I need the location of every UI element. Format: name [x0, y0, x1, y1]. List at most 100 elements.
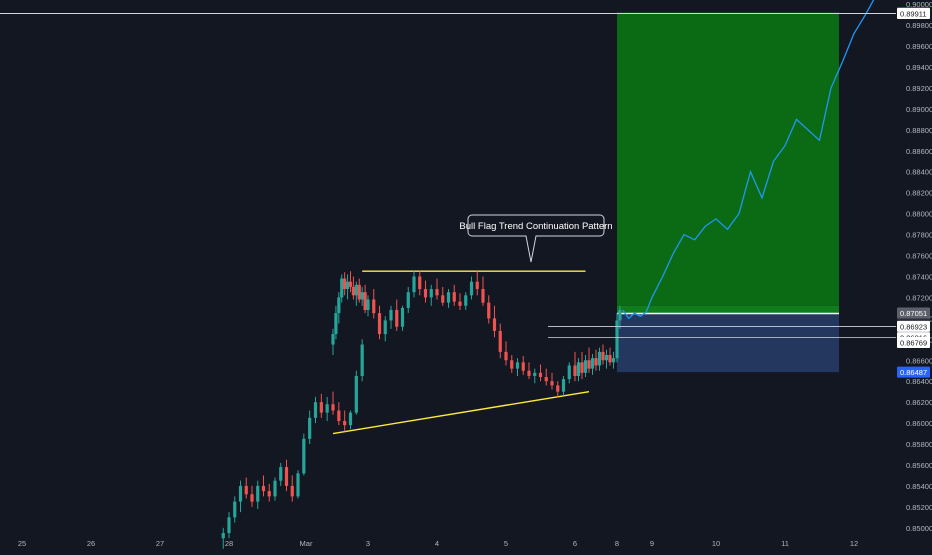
candle [544, 368, 548, 386]
candle [290, 475, 294, 502]
candle-body [446, 292, 451, 303]
flag-bottom-line[interactable] [332, 390, 590, 435]
time-tick-label: 27 [156, 539, 164, 548]
candle-body [233, 501, 237, 518]
candle [331, 391, 335, 415]
candle [366, 295, 370, 317]
candle [357, 278, 361, 303]
candle [429, 284, 433, 306]
candle [418, 271, 422, 296]
candle-body [357, 284, 361, 300]
candle-body [313, 402, 318, 418]
candle [567, 362, 571, 384]
price-tick-label: 0.86200 [906, 398, 932, 407]
price-tick-label: 0.88800 [906, 126, 932, 135]
candle [348, 271, 353, 293]
price-tick-label: 0.87600 [906, 252, 932, 261]
price-tick-label: 0.87800 [906, 231, 932, 240]
candle [279, 462, 283, 486]
current-price-badge: 0.87051 [897, 307, 930, 319]
candle-body [308, 417, 312, 439]
price-tick-label: 0.89000 [906, 105, 932, 114]
candle-body [345, 281, 350, 290]
candle-body [615, 320, 619, 359]
current-price-badge-bg [897, 307, 930, 319]
price-tick-label: 0.85400 [906, 482, 932, 491]
candle-body [302, 438, 306, 474]
candle [452, 284, 456, 306]
candle-body [418, 276, 422, 290]
candle-body [319, 402, 323, 413]
resistance-price-badge-text: 0.89911 [900, 10, 927, 19]
time-tick-label: 25 [18, 539, 26, 548]
price-tick-label: 0.88000 [906, 210, 932, 219]
time-tick-label: 12 [850, 539, 858, 548]
time-tick-label: 9 [650, 539, 654, 548]
candle-body [587, 360, 591, 369]
candle-body [597, 351, 602, 366]
candle-body [325, 404, 329, 413]
projection-path [622, 0, 875, 320]
price-tick-label: 0.88600 [906, 147, 932, 156]
candle [458, 293, 462, 310]
candle [400, 305, 405, 331]
price-tick-label: 0.87400 [906, 272, 932, 281]
stop-price-badge-bg [897, 366, 930, 378]
candle-body [458, 301, 462, 306]
candle [515, 358, 520, 376]
target-zone-base [617, 305, 839, 314]
price-tick-label: 0.86000 [906, 419, 932, 428]
candle-body [611, 358, 616, 363]
candle-body [363, 292, 367, 310]
entry-a-badge: 0.86923 [897, 320, 930, 332]
candle [296, 470, 300, 499]
candle-body [406, 292, 410, 308]
candle [498, 323, 502, 359]
candle-body [340, 278, 344, 298]
candle-body [556, 385, 560, 392]
candle [527, 362, 531, 380]
candle [576, 358, 581, 382]
time-tick-label: Mar [300, 539, 313, 548]
candle [597, 347, 602, 371]
candle-body [567, 365, 571, 380]
candle [343, 410, 347, 432]
price-axis-bg [896, 0, 932, 550]
candle [345, 274, 350, 300]
candle-body [544, 377, 548, 382]
candle [377, 305, 382, 340]
candle-body [594, 358, 598, 366]
candle [284, 459, 289, 492]
candle-body [256, 485, 260, 502]
candle [550, 372, 554, 390]
candles [221, 271, 622, 549]
price-axis[interactable]: 0.85000 0.85200 0.85400 0.85600 0.85800 0.860… [896, 0, 932, 550]
candle-body [527, 370, 531, 376]
pattern-callout[interactable]: Bull Flag Trend Continuation Pattern [459, 214, 613, 263]
candle-body [244, 485, 248, 495]
candle [538, 364, 543, 382]
candle-body [608, 355, 612, 363]
candle [533, 368, 537, 384]
candle [464, 292, 468, 310]
price-tick-label: 0.90000 [906, 0, 932, 9]
price-tick-label: 0.85000 [906, 524, 932, 533]
time-tick-label: 8 [615, 539, 619, 548]
candle [360, 286, 364, 306]
entry-c-badge: 0.86769 [897, 337, 930, 349]
candle [561, 375, 566, 396]
time-axis[interactable]: 25 26 27 28 Mar 3 4 5 6 8 9 10 11 12 [18, 539, 858, 548]
candle-body [343, 278, 347, 290]
candle [308, 410, 312, 445]
projection-line [622, 0, 875, 320]
candle [221, 527, 225, 549]
candle [441, 286, 445, 306]
candle [618, 305, 622, 329]
candle-body [400, 307, 405, 327]
candle [590, 353, 595, 375]
candle-body [487, 302, 491, 319]
candle [383, 316, 387, 342]
candle [395, 299, 399, 331]
candle [343, 272, 347, 296]
